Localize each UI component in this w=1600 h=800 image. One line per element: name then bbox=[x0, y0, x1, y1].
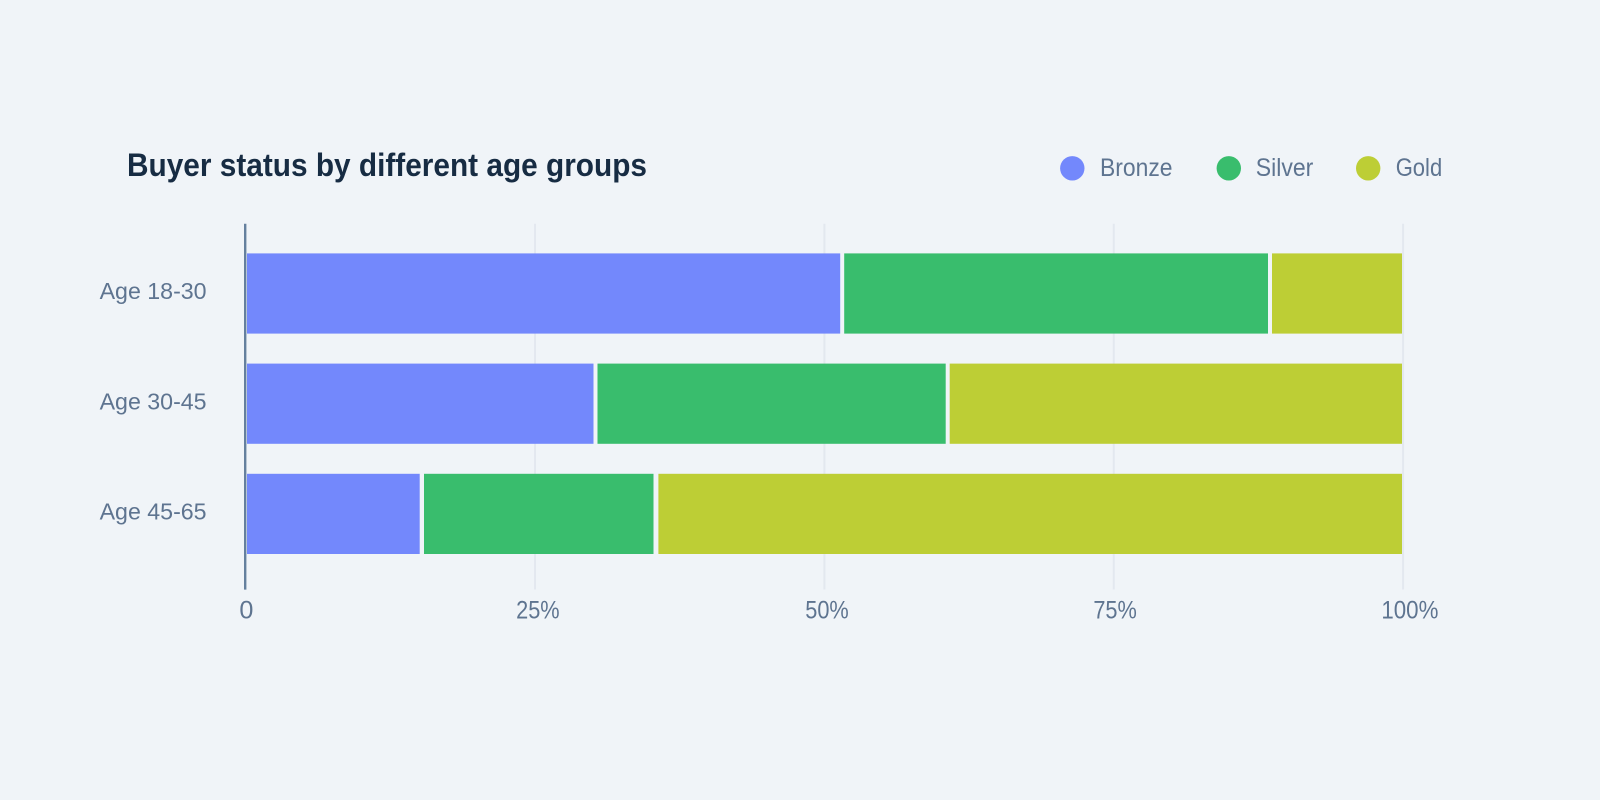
svg-text:100%: 100% bbox=[1381, 597, 1438, 625]
svg-text:0: 0 bbox=[239, 597, 253, 625]
svg-text:Age 45-65: Age 45-65 bbox=[100, 499, 207, 525]
svg-text:Silver: Silver bbox=[1256, 155, 1314, 182]
svg-text:Age 18-30: Age 18-30 bbox=[100, 278, 207, 304]
svg-text:Bronze: Bronze bbox=[1100, 155, 1173, 182]
svg-text:75%: 75% bbox=[1093, 597, 1137, 625]
svg-text:Gold: Gold bbox=[1396, 155, 1443, 182]
svg-text:50%: 50% bbox=[805, 597, 849, 625]
svg-text:Age 30-45: Age 30-45 bbox=[100, 388, 207, 414]
svg-text:25%: 25% bbox=[516, 597, 560, 625]
svg-text:Buyer status by different age: Buyer status by different age groups bbox=[127, 147, 647, 183]
